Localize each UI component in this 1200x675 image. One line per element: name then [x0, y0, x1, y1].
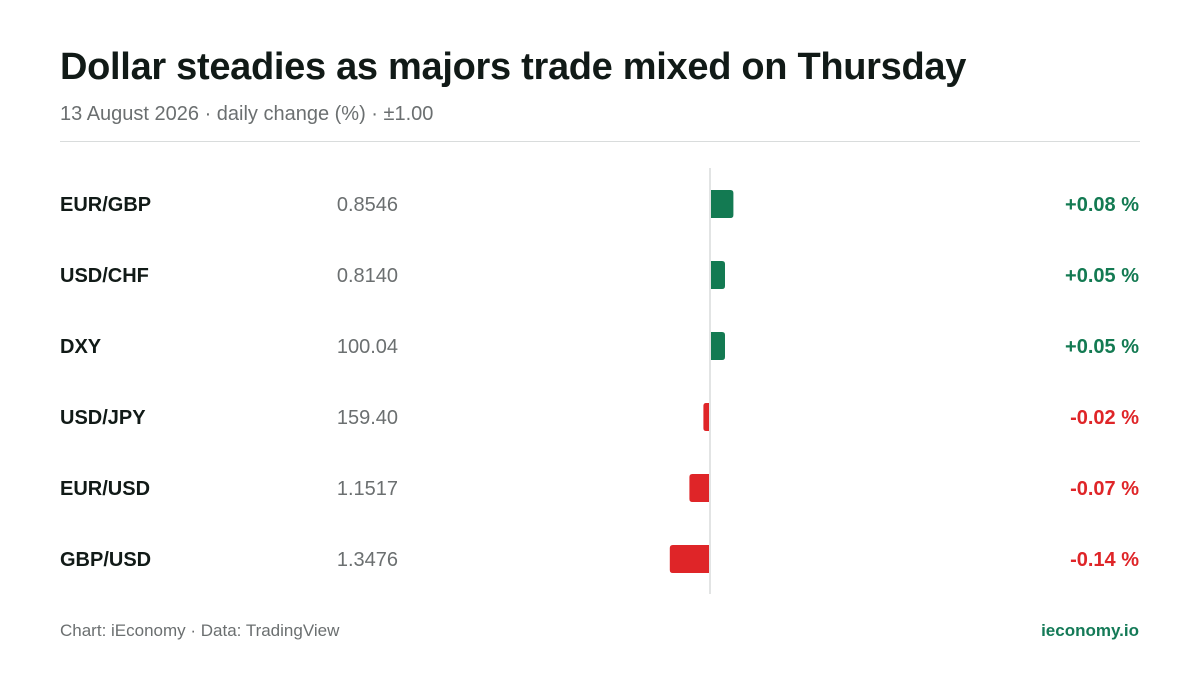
- change-label: -0.07 %: [1070, 478, 1139, 500]
- price-value: 100.04: [337, 336, 398, 358]
- change-label: -0.14 %: [1070, 549, 1139, 571]
- pair-label: USD/CHF: [60, 265, 149, 287]
- change-bar: [689, 474, 709, 502]
- change-label: +0.05 %: [1065, 336, 1139, 358]
- pair-label: EUR/GBP: [60, 194, 151, 216]
- price-value: 1.3476: [337, 549, 398, 571]
- pair-label: DXY: [60, 336, 102, 358]
- change-bar: [703, 403, 709, 431]
- change-label: -0.02 %: [1070, 407, 1139, 429]
- pair-label: EUR/USD: [60, 478, 150, 500]
- source-credit: Chart: iEconomy · Data: TradingView: [60, 621, 340, 640]
- change-bar: [711, 332, 725, 360]
- change-label: +0.05 %: [1065, 265, 1139, 287]
- price-value: 0.8546: [337, 194, 398, 216]
- pair-label: GBP/USD: [60, 549, 151, 571]
- change-bar: [711, 190, 734, 218]
- header-divider: [60, 141, 1140, 142]
- price-value: 1.1517: [337, 478, 398, 500]
- change-bar: [669, 545, 709, 573]
- chart-title: Dollar steadies as majors trade mixed on…: [60, 46, 967, 88]
- change-label: +0.08 %: [1065, 194, 1139, 216]
- site-link[interactable]: ieconomy.io: [1041, 621, 1139, 640]
- chart-subtitle: 13 August 2026 · daily change (%) · ±1.0…: [60, 103, 434, 125]
- price-value: 0.8140: [337, 265, 398, 287]
- price-value: 159.40: [337, 407, 398, 429]
- pair-label: USD/JPY: [60, 407, 146, 429]
- change-bar: [711, 261, 725, 289]
